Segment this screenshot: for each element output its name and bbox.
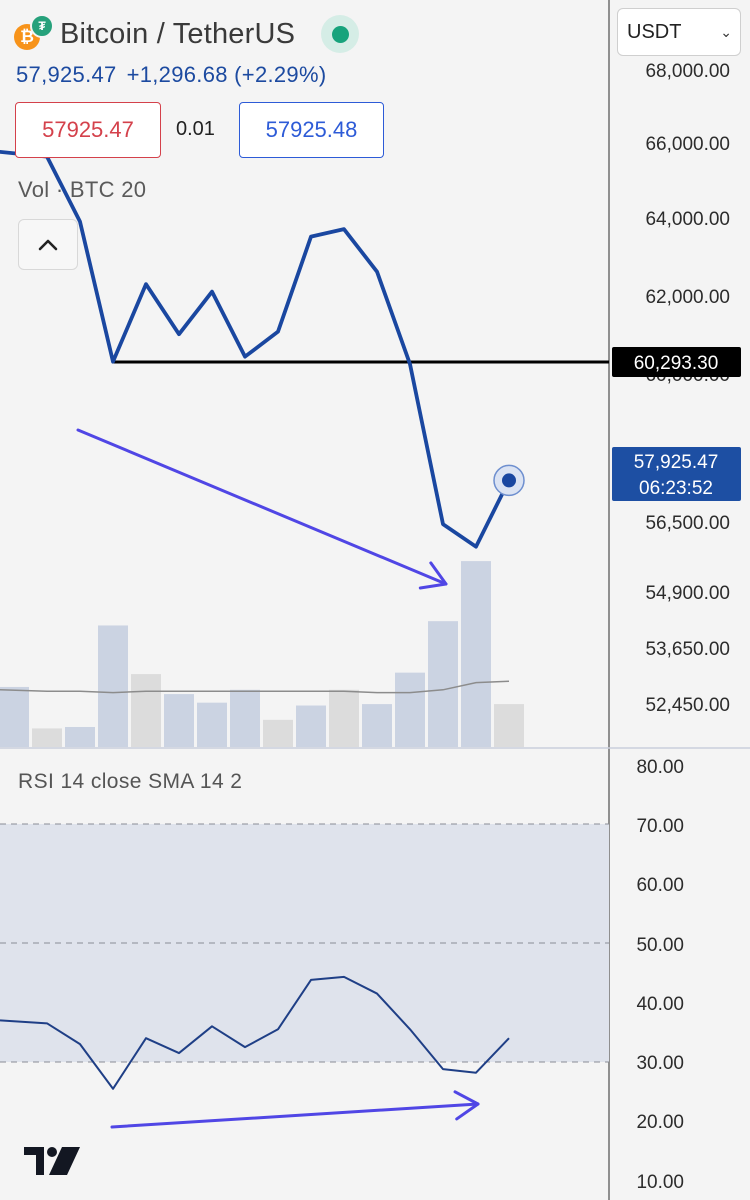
price-axis-tick: 52,450.00 [645,695,730,716]
price-trend-arrow [76,428,448,590]
volume-bar [428,621,458,747]
chevron-up-icon [38,239,58,250]
collapse-legend-button[interactable] [18,219,78,270]
support-price-badge [612,347,741,377]
volume-bar [65,726,95,747]
chevron-down-icon: ⌄ [720,23,732,40]
rsi-axis-tick: 70.00 [636,816,684,837]
price-trend-arrow-shaft [76,428,448,586]
tradingview-logo-icon [24,1147,80,1175]
price-axis-tick: 62,000.00 [645,287,730,308]
symbol-title-row[interactable]: ₿ ₮ Bitcoin / TetherUS [14,14,360,54]
market-open-indicator-icon [321,15,360,53]
sell-button[interactable]: 57925.47 [15,102,161,158]
volume-bar [0,686,29,747]
rsi-legend[interactable]: RSI 14 close SMA 14 2 [18,770,243,793]
rsi-line [0,975,510,1090]
volume-ma-line [0,680,510,694]
rsi-axis-tick: 60.00 [636,875,684,896]
price-axis-tick: 54,900.00 [645,583,730,604]
price-change: +1,296.68 (+2.29%) [126,62,327,87]
price-axis-tick: 53,650.00 [645,639,730,660]
price-axis-tick: 68,000.00 [645,61,730,82]
volume-bar [395,672,425,747]
volume-bar [230,689,260,747]
price-line [0,149,511,549]
currency-select[interactable]: USDT ⌄ [617,8,741,56]
volume-bar [197,702,227,747]
rsi-axis-tick: 10.00 [636,1172,684,1193]
volume-bar [362,704,392,747]
last-price-badge [612,447,741,501]
currency-select-value: USDT [627,20,682,43]
last-price: 57,925.47 [16,62,117,87]
volume-bar [296,705,326,747]
volume-legend[interactable]: Vol · BTC 20 [18,177,147,202]
pair-icon: ₿ ₮ [14,14,54,54]
volume-bar [494,704,524,747]
volume-bar [461,561,491,747]
rsi-trend-arrow [110,1090,480,1129]
rsi-axis-tick: 50.00 [636,935,684,956]
rsi-axis-tick: 20.00 [636,1112,684,1133]
volume-bar [263,719,293,747]
rsi-axis-tick: 80.00 [636,757,684,778]
tether-icon: ₮ [30,14,54,38]
volume-bar [32,728,62,747]
rsi-trend-arrow-head [453,1090,480,1121]
last-price-point [502,473,516,488]
volume-bar [329,689,359,747]
last-price-axis-label: 57,925.47 [634,452,719,473]
price-axis-tick: 64,000.00 [645,209,730,230]
support-price-label: 60,293.30 [634,353,719,374]
rsi-axis-tick: 40.00 [636,994,684,1015]
price-axis-tick: 56,500.00 [645,513,730,534]
volume-bar [98,625,128,747]
buy-button[interactable]: 57925.48 [239,102,384,158]
bar-countdown-label: 06:23:52 [639,478,713,499]
price-summary: 57,925.47 +1,296.68 (+2.29%) [16,62,326,88]
volume-bar [164,694,194,747]
rsi-trend-arrow-shaft [110,1102,480,1129]
pair-title: Bitcoin / TetherUS [60,17,296,50]
price-trend-arrow-head [418,561,448,590]
volume-bar [131,674,161,747]
spread-value: 0.01 [176,118,215,140]
price-axis-tick: 66,000.00 [645,134,730,155]
rsi-axis-tick: 30.00 [636,1053,684,1074]
